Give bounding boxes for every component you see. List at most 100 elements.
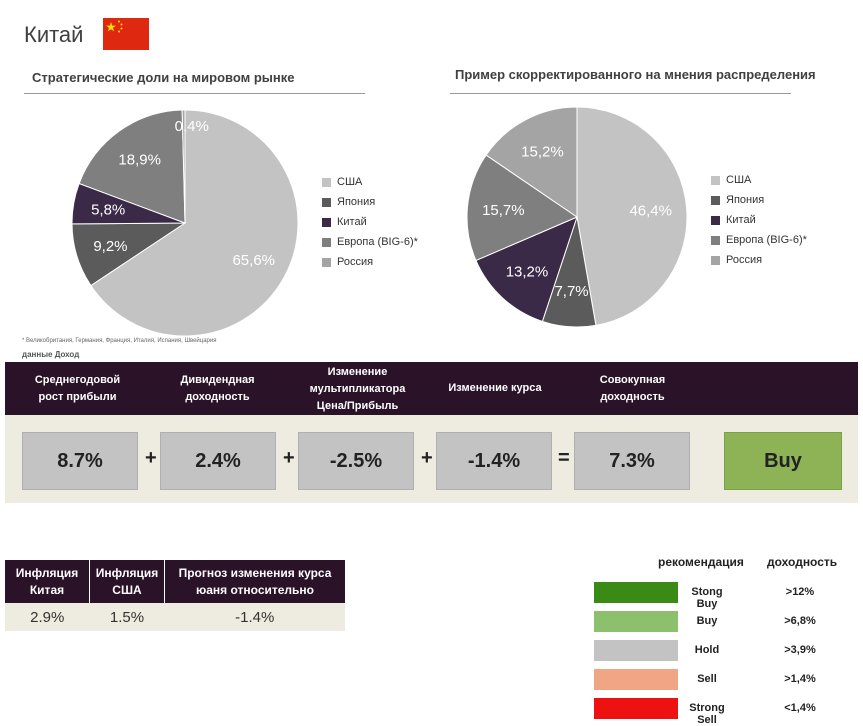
operator-equals: = [558,447,570,469]
recommendation-badge: Buy [724,432,842,490]
legend-item: Китай [711,210,807,230]
operator-plus: + [421,447,433,469]
scale-swatch [594,698,678,719]
metrics-header: Среднегодовой рост прибыли Дивидендная дох… [5,362,858,415]
legend-swatch [711,235,720,245]
legend-swatch [711,195,720,205]
legend-swatch [322,257,331,267]
legend-label: Япония [337,196,376,208]
pie-data-label: 0,4% [175,118,209,135]
page-title: Китай [24,22,84,47]
pie-slice-0 [576,106,688,326]
operator-plus: + [145,447,157,469]
legend-2: США Япония Китай Европа (BIG-6)* Россия [711,170,807,270]
chart1-title: Стратегические доли на мировом рынке [32,70,295,85]
scale-yield: >1,4% [784,673,816,685]
scale-header-recommendation: рекомендация [658,555,744,569]
legend-label: США [337,176,363,188]
pie-slice-3 [466,154,579,262]
scale-yield: >12% [785,586,815,598]
legend-label: Европа (BIG-6)* [337,236,418,248]
china-flag-icon [103,18,149,50]
legend-swatch [711,215,720,225]
inflation-china-header: Инфляция Китая [5,560,90,603]
scale-label: Hold [694,644,720,656]
chart2-title: Пример скорректированного на мнения расп… [455,67,816,82]
inflation-china-value: 2.9% [5,603,90,631]
metric-value-pe-change: -2.5% [298,432,414,490]
legend-item: Европа (BIG-6)* [711,230,807,250]
pie-slice-4 [181,109,186,224]
metric-header-total-return: Совокупная доходность [599,374,666,403]
pie-slice-4 [485,106,578,218]
pie-slice-3 [78,109,186,224]
metric-header-dividend-yield: Дивидендная доходность [180,374,255,403]
scale-swatch [594,582,678,603]
pie-data-label: 13,2% [506,264,549,281]
inflation-usa-value: 1.5% [89,603,165,631]
pie-data-label: 7,7% [554,283,588,300]
metric-header-pe-change: Изменение мультипликатора Цена/Прибыль [309,366,406,412]
pie-data-label: 65,6% [232,252,275,269]
metric-value-dividend-yield: 2.4% [160,432,276,490]
footnote: * Великобритания, Германия, Франция, Ита… [22,338,217,344]
pie-data-label: 18,9% [118,151,161,168]
scale-label: Sell [697,673,717,685]
chart2-underline [450,93,791,94]
legend-label: Китай [337,216,367,228]
scale-yield: <1,4% [784,702,816,714]
legend-swatch [322,197,331,207]
inflation-usa-header: Инфляция США [89,560,165,603]
scale-label: Strong Sell [689,702,725,726]
pie-chart-2: 46,4% 7,7% 13,2% 15,7% 15,2% [466,106,688,328]
fx-forecast-value: -1.4% [164,603,345,631]
legend-label: Россия [337,256,374,268]
legend-label: США [726,174,752,186]
scale-yield: >3,9% [784,644,816,656]
legend-item: Россия [322,252,418,272]
pie-data-label: 46,4% [629,203,672,220]
legend-item: Япония [711,190,807,210]
legend-swatch [322,237,331,247]
legend-item: США [322,172,418,192]
scale-swatch [594,669,678,690]
inflation-table: Инфляция Китая Инфляция США Прогноз измене… [5,560,345,631]
pie-data-label: 15,2% [521,144,564,161]
scale-label: Stong Buy [691,586,723,610]
metric-value-rate-change: -1.4% [436,432,552,490]
legend-label: Китай [726,214,756,226]
pie-data-label: 15,7% [482,202,525,219]
metric-value-total-return: 7.3% [574,432,690,490]
legend-swatch [711,255,720,265]
scale-yield: >6,8% [784,615,816,627]
metric-value-earnings-growth: 8.7% [22,432,138,490]
legend-item: Япония [322,192,418,212]
legend-1: США Япония Китай Европа (BIG-6)* Россия [322,172,418,272]
legend-item: США [711,170,807,190]
legend-swatch [711,175,720,185]
pie-chart-1: 65,6% 9,2% 5,8% 18,9% 0,4% [71,109,299,337]
scale-swatch [594,640,678,661]
legend-label: Россия [726,254,763,266]
metric-header-earnings-growth: Среднегодовой рост прибыли [34,374,121,403]
chart1-underline [24,93,365,94]
metrics-panel [5,415,858,503]
fx-forecast-header: Прогноз изменения курса юаня относительно [164,560,345,603]
metric-header-rate-change: Изменение курса [448,382,542,394]
legend-label: Европа (BIG-6)* [726,234,807,246]
source-note: данные Доход [22,350,80,359]
legend-swatch [322,177,331,187]
legend-item: Россия [711,250,807,270]
pie-slice-0 [90,109,299,337]
operator-plus: + [283,447,295,469]
pie-data-label: 5,8% [91,201,125,218]
legend-swatch [322,217,331,227]
scale-header-yield: доходность [767,555,838,569]
pie-slice-2 [475,216,578,323]
pie-data-label: 9,2% [93,238,127,255]
scale-swatch [594,611,678,632]
legend-label: Япония [726,194,765,206]
scale-label: Buy [696,615,718,627]
legend-item: Европа (BIG-6)* [322,232,418,252]
legend-item: Китай [322,212,418,232]
